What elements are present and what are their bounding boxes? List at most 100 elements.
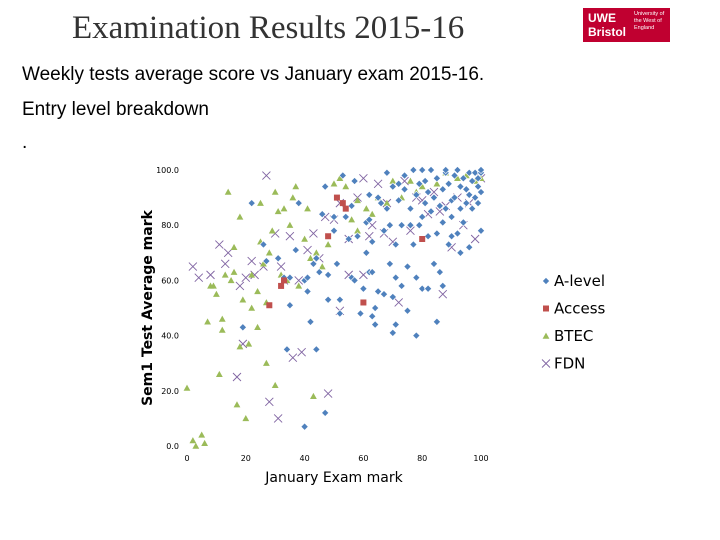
- point-btec: [224, 188, 232, 195]
- point-a-level: [409, 165, 418, 175]
- point-a-level: [476, 165, 486, 175]
- point-a-level: [306, 317, 315, 326]
- point-a-level: [385, 259, 394, 268]
- point-fdn: [323, 389, 333, 398]
- point-a-level: [441, 204, 450, 213]
- point-btec: [389, 177, 397, 184]
- point-a-level: [462, 199, 471, 208]
- point-a-level: [471, 193, 480, 202]
- legend-label-fdn: FDN: [554, 355, 585, 373]
- point-btec: [236, 343, 244, 350]
- point-btec: [336, 174, 344, 181]
- page-title: Examination Results 2015-16: [72, 10, 465, 46]
- point-a-level: [435, 201, 444, 210]
- point-a-level: [391, 240, 400, 249]
- point-a-level: [365, 190, 374, 199]
- y-tick-label: 60.0: [161, 276, 179, 285]
- point-btec: [407, 177, 414, 184]
- point-a-level: [450, 171, 459, 180]
- point-a-level: [418, 284, 427, 293]
- point-a-level: [424, 188, 433, 197]
- x-tick-label: 80: [417, 454, 427, 463]
- point-fdn: [241, 273, 251, 282]
- legend-marker-access: [543, 305, 549, 312]
- x-axis-label: January Exam mark: [264, 470, 403, 486]
- point-a-level: [303, 287, 312, 296]
- point-btec: [239, 296, 247, 303]
- point-fdn: [297, 347, 306, 357]
- point-a-level: [429, 193, 438, 202]
- point-a-level: [447, 212, 456, 221]
- legend-marker-btec: [542, 332, 550, 339]
- point-a-level: [429, 259, 438, 268]
- point-a-level: [421, 199, 430, 208]
- point-a-level: [344, 234, 353, 244]
- point-a-level: [406, 204, 415, 213]
- point-a-level: [456, 248, 465, 257]
- point-btec: [248, 271, 256, 278]
- y-tick-label: 40.0: [161, 332, 179, 341]
- point-a-level: [388, 328, 397, 337]
- point-btec: [368, 210, 376, 217]
- logo-tagline: University of the West of England: [634, 11, 665, 31]
- point-a-level: [282, 345, 291, 354]
- point-btec: [213, 290, 220, 297]
- point-btec: [183, 384, 191, 391]
- point-a-level: [274, 254, 283, 263]
- point-btec: [318, 263, 326, 270]
- point-a-level: [391, 273, 400, 282]
- point-a-level: [438, 218, 447, 227]
- point-a-level: [285, 273, 294, 282]
- legend-label-a-level: A-level: [554, 272, 605, 290]
- y-tick-label: 80.0: [161, 221, 179, 230]
- point-a-level: [435, 268, 444, 277]
- point-btec: [454, 174, 461, 181]
- point-a-level: [371, 303, 380, 313]
- point-a-level: [312, 254, 321, 263]
- point-a-level: [362, 248, 371, 257]
- point-btec: [221, 271, 229, 278]
- point-a-level: [421, 177, 430, 186]
- point-btec: [248, 304, 256, 311]
- point-a-level: [453, 165, 462, 175]
- point-a-level: [394, 196, 403, 205]
- legend-label-access: Access: [554, 300, 606, 318]
- point-btec: [342, 183, 350, 190]
- point-a-level: [238, 323, 247, 332]
- point-a-level: [374, 287, 383, 296]
- point-fdn: [194, 273, 204, 282]
- chart-legend: A-level Access BTEC FDN: [541, 272, 606, 373]
- x-tick-label: 40: [300, 454, 310, 463]
- point-btec: [354, 196, 361, 204]
- x-tick-label: 20: [241, 454, 251, 463]
- point-fdn: [235, 281, 245, 291]
- point-a-level: [359, 284, 368, 293]
- point-a-level: [456, 182, 465, 191]
- point-fdn: [223, 248, 233, 258]
- point-btec: [257, 199, 264, 206]
- point-a-level: [432, 229, 441, 238]
- point-btec: [312, 249, 320, 256]
- point-a-level: [471, 168, 480, 177]
- point-access: [278, 282, 285, 289]
- point-a-level: [350, 177, 359, 186]
- point-btec: [201, 439, 209, 446]
- logo-wordmark: UWE Bristol: [588, 11, 627, 39]
- point-a-level: [474, 174, 483, 183]
- point-a-level: [324, 270, 333, 279]
- point-btec: [227, 277, 235, 284]
- point-btec: [304, 205, 311, 212]
- point-access: [281, 277, 288, 284]
- point-a-level: [382, 204, 391, 213]
- point-a-level: [329, 226, 339, 235]
- point-a-level: [474, 199, 483, 208]
- point-a-level: [356, 309, 365, 318]
- point-a-level: [441, 165, 450, 175]
- point-a-level: [476, 188, 486, 197]
- point-a-level: [465, 190, 474, 199]
- point-a-level: [397, 281, 406, 290]
- point-a-level: [315, 268, 324, 277]
- point-btec: [330, 180, 338, 187]
- point-fdn: [303, 245, 312, 255]
- point-a-level: [424, 284, 433, 293]
